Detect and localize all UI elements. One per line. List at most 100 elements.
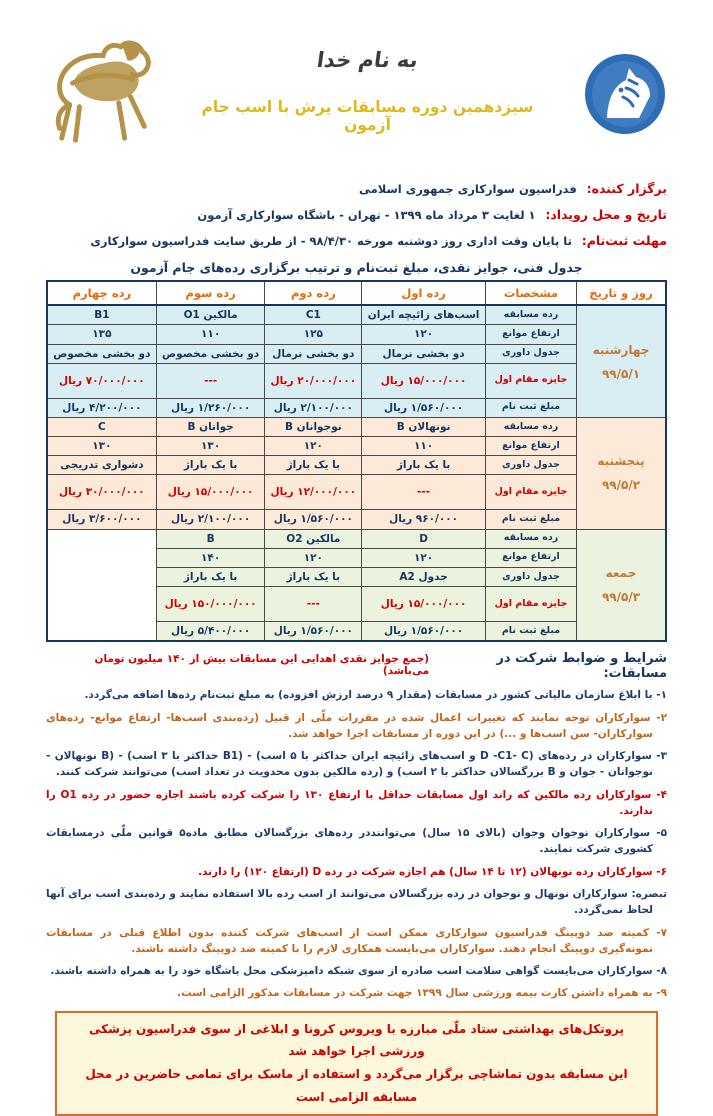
table-cell: C xyxy=(46,416,157,438)
table-cell: ۱۵/۰۰۰/۰۰۰ ریال xyxy=(155,474,266,511)
table-cell: ۲/۱۰۰/۰۰۰ ریال xyxy=(264,397,363,418)
table-cell: ۱۵۰/۰۰۰/۰۰۰ ریال xyxy=(155,586,266,623)
table-cell: دو بخشی نرمال xyxy=(361,343,486,364)
info-line-organizer: برگزار کننده: فدراسیون سوارکاری جمهوری ا… xyxy=(46,180,667,199)
table-cell: مالکین O2 xyxy=(264,528,363,549)
table-cell: ۱۱۰ xyxy=(155,324,266,345)
event-info: برگزار کننده: فدراسیون سوارکاری جمهوری ا… xyxy=(46,180,667,250)
row-label: جایزه مقام اول xyxy=(485,474,577,511)
conditions-section: شرایط و ضوابط شرکت در مسابقات: (جمع جوای… xyxy=(46,651,667,1001)
bismillah-calligraphy: به نام خدا xyxy=(315,48,420,72)
condition-item: ۴- سوارکاران رده مالکین که راند اول مساب… xyxy=(46,788,667,817)
page-title: سیزدهمین دوره مسابقات پرش با اسب جام آزم… xyxy=(201,98,534,134)
table-heading: جدول فنی، جوایز نقدی، مبلغ ثبت‌نام و ترت… xyxy=(130,260,583,276)
gold-horse-ornament-icon xyxy=(55,40,151,143)
row-label: ارتفاع موانع xyxy=(485,436,577,457)
row-label: جایزه مقام اول xyxy=(485,362,577,399)
column-header: روز و تاریخ xyxy=(576,280,667,307)
condition-item: ۳- سوارکاران در رده‌های (D -C1- C و اسب‌… xyxy=(46,750,667,779)
organizer-value: فدراسیون سوارکاری جمهوری اسلامی xyxy=(359,182,577,196)
row-label: رده مسابقه xyxy=(485,528,577,549)
conditions-header: شرایط و ضوابط شرکت در مسابقات: (جمع جوای… xyxy=(46,651,667,681)
conditions-list: ۱- با ابلاغ سازمان مالیاتی کشور در مسابق… xyxy=(46,687,667,1001)
deadline-label: مهلت ثبت‌نام: xyxy=(581,232,667,248)
row-label: جدول داوری xyxy=(485,566,577,588)
table-cell: ۱/۲۶۰/۰۰۰ ریال xyxy=(155,397,266,418)
table-cell: جدول A2 xyxy=(361,566,486,588)
table-cell: ۹۶۰/۰۰۰ ریال xyxy=(361,509,486,530)
table-cell: ۱۵/۰۰۰/۰۰۰ ریال xyxy=(361,586,486,623)
day-cell: جمعه ۹۹/۵/۳ xyxy=(576,528,667,642)
day-cell: پنجشنبه ۹۹/۵/۲ xyxy=(576,416,667,530)
condition-item: ۹- به همراه داشتن کارت بیمه ورزشی سال ۱۳… xyxy=(177,987,667,1000)
table-cell: --- xyxy=(264,586,363,623)
table-cell: نوجوانان B xyxy=(264,416,363,438)
covid-notice-box: پروتکل‌های بهداشتی ستاد ملّی مبارزه با و… xyxy=(55,1010,658,1116)
empty-cell xyxy=(46,528,157,642)
table-cell: ۱۱۰ xyxy=(361,436,486,457)
table-cell: ۱/۵۶۰/۰۰۰ ریال xyxy=(361,397,486,418)
column-header: رده سوم xyxy=(155,280,266,307)
table-cell: ۱/۵۶۰/۰۰۰ ریال xyxy=(361,621,486,642)
table-cell: ۱۵/۰۰۰/۰۰۰ ریال xyxy=(361,362,486,399)
column-header: رده چهارم xyxy=(46,280,157,307)
header-center: به نام خدا سیزدهمین دوره مسابقات پرش با … xyxy=(176,48,559,134)
table-cell: مالکین O1 xyxy=(155,304,266,326)
conditions-title: شرایط و ضوابط شرکت در مسابقات: xyxy=(496,651,667,682)
table-cell: ۳/۶۰۰/۰۰۰ ریال xyxy=(46,509,157,530)
table-cell: ۱۳۰ xyxy=(155,436,266,457)
schedule-table: روز و تاریخ مشخصات رده اول رده دوم رده سوم رد… xyxy=(46,280,667,643)
table-cell: ۷۰/۰۰۰/۰۰۰ ریال xyxy=(46,362,157,399)
table-cell: دو بخشی مخصوص xyxy=(46,343,157,364)
row-label: ارتفاع موانع xyxy=(485,324,577,345)
deadline-value: تا پایان وقت اداری روز دوشنبه مورخه ۹۸/۴… xyxy=(90,233,572,248)
table-cell: ۳۰/۰۰۰/۰۰۰ ریال xyxy=(46,474,157,511)
table-cell: ۱۲/۰۰۰/۰۰۰ ریال xyxy=(264,474,363,511)
table-cell: با یک باراژ xyxy=(264,455,363,476)
table-cell: دشواری تدریجی xyxy=(46,455,157,476)
table-cell: با یک باراژ xyxy=(155,455,266,476)
table-cell: ۱۲۰ xyxy=(361,547,486,568)
table-cell: ۱۳۰ xyxy=(46,436,157,457)
table-cell: --- xyxy=(361,474,486,511)
condition-item: ۱- با ابلاغ سازمان مالیاتی کشور در مسابق… xyxy=(84,689,667,702)
table-cell: ۱۲۰ xyxy=(264,436,363,457)
table-cell: ۴/۲۰۰/۰۰۰ ریال xyxy=(46,397,157,418)
row-label: رده مسابقه xyxy=(485,416,577,438)
table-cell: نونهالان B xyxy=(361,416,486,438)
table-cell: با یک باراژ xyxy=(264,566,363,588)
info-line-deadline: مهلت ثبت‌نام: تا پایان وقت اداری روز دوش… xyxy=(46,232,667,251)
table-cell: ۵/۴۰۰/۰۰۰ ریال xyxy=(155,621,266,642)
row-label: جدول داوری xyxy=(485,343,577,364)
row-label: مبلغ ثبت نام xyxy=(485,509,577,530)
table-cell: با یک باراژ xyxy=(155,566,266,588)
table-cell: جوانان B xyxy=(155,416,266,438)
row-label: جدول داوری xyxy=(485,455,577,476)
table-cell: ۱۲۵ xyxy=(264,324,363,345)
column-header: رده دوم xyxy=(264,280,363,307)
row-label: جایزه مقام اول xyxy=(485,586,577,623)
table-cell: ۱۲۰ xyxy=(361,324,486,345)
table-cell: با یک باراژ xyxy=(361,455,486,476)
date-venue-value: ۱ لغایت ۳ مرداد ماه ۱۳۹۹ - تهران - باشگا… xyxy=(197,207,536,222)
table-cell: ۲/۱۰۰/۰۰۰ ریال xyxy=(155,509,266,530)
column-header: رده اول xyxy=(361,280,486,307)
table-cell: ۱۴۰ xyxy=(155,547,266,568)
covid-notice-line1: پروتکل‌های بهداشتی ستاد ملّی مبارزه با و… xyxy=(88,1021,625,1059)
condition-item: ۵- سوارکاران نوجوان وجوان (بالای ۱۵ سال)… xyxy=(46,827,667,856)
table-cell: B1 xyxy=(46,304,157,326)
date-venue-label: تاریخ و محل رویداد: xyxy=(545,206,667,222)
column-header: مشخصات xyxy=(485,280,577,307)
header: به نام خدا سیزدهمین دوره مسابقات پرش با … xyxy=(46,12,667,170)
table-cell: دو بخشی مخصوص xyxy=(155,343,266,364)
table-cell: ۲۰/۰۰۰/۰۰۰ ریال xyxy=(264,362,363,399)
organizer-label: برگزار کننده: xyxy=(586,181,667,196)
table-cell: ۱۳۵ xyxy=(46,324,157,345)
condition-item: ۲- سوارکاران توجه نمایند که تغییرات اعما… xyxy=(46,711,667,740)
table-cell: D xyxy=(361,528,486,549)
table-cell: ۱/۵۶۰/۰۰۰ ریال xyxy=(264,621,363,642)
row-label: ارتفاع موانع xyxy=(485,547,577,568)
condition-item: ۶- سوارکاران رده نونهالان (۱۲ تا ۱۴ سال)… xyxy=(198,865,667,878)
table-cell: دو بخشی نرمال xyxy=(264,343,363,364)
